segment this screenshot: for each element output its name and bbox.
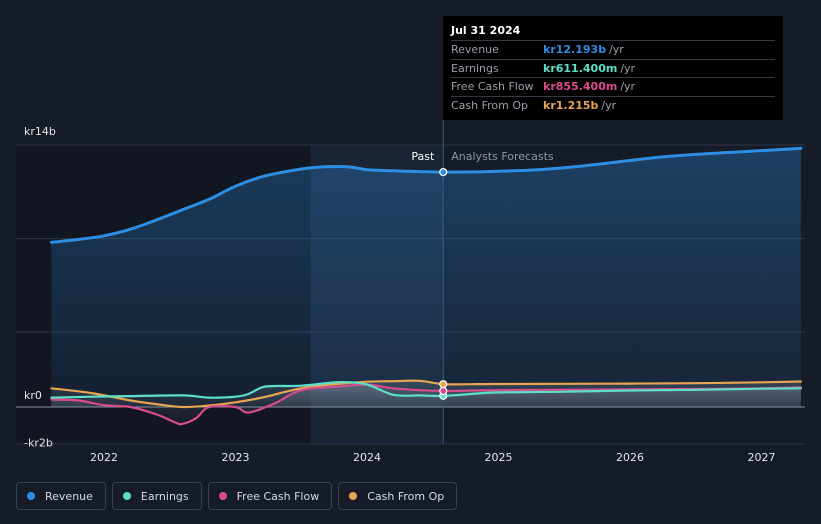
tooltip-value: kr855.400m [543,80,618,93]
legend-dot-icon [122,492,131,500]
tooltip-value: kr611.400m [543,61,618,75]
x-tick-label: 2026 [616,451,644,464]
x-tick-label: 2022 [90,451,118,464]
legend-label: Earnings [140,489,189,503]
legend-label: Cash From Op [367,489,445,503]
marker-free-cash-flow [439,386,448,396]
x-tick-label: 2024 [353,451,381,464]
legend-dot-icon [218,492,227,500]
series-line-free-cash-flow [50,383,802,426]
series-line-earnings [50,380,802,399]
tooltip-unit: /yr [620,61,636,75]
x-tick-label: 2025 [485,451,513,464]
tooltip-row-free-cash-flow: Free Cash Flow kr855.400m /yr [451,77,775,96]
area-revenue [51,148,801,407]
tooltip-unit: /yr [601,98,617,112]
legend-item-free-cash-flow[interactable]: Free Cash Flow [207,482,333,510]
tooltip-label: Revenue [451,43,499,56]
tooltip-label: Cash From Op [451,98,529,112]
legend-label: Free Cash Flow [236,489,320,503]
y-tick-label: kr0 [24,389,42,402]
y-tick-label: -kr2b [24,436,53,449]
tooltip-row-earnings: Earnings kr611.400m /yr [451,58,775,78]
marker-revenue [439,168,448,177]
legend-dot-icon [27,492,35,500]
legend-item-earnings[interactable]: Earnings [111,482,202,510]
forecast-label: Analysts Forecasts [451,150,554,163]
tooltip-row-cash-from-op: Cash From Op kr1.215b /yr [451,95,775,115]
series-line-cash-from-op [50,379,802,409]
area-cash-from-op [51,380,801,408]
x-tick-label: 2027 [748,451,776,464]
past-label: Past [411,150,435,163]
x-tick-label: 2023 [222,451,250,464]
tooltip-date: Jul 31 2024 [451,24,521,37]
tooltip-unit: /yr [609,43,624,56]
tooltip-label: Free Cash Flow [451,80,534,93]
chart-legend: Revenue Earnings Free Cash Flow Cash Fro… [16,482,458,510]
y-tick-label: kr14b [24,125,56,138]
tooltip-row-revenue: Revenue kr12.193b /yr [451,40,775,59]
series-line-revenue [49,146,803,244]
marker-cash-from-op [439,380,448,389]
legend-item-cash-from-op[interactable]: Cash From Op [338,482,458,510]
legend-dot-icon [349,492,358,500]
tooltip-value: kr12.193b [543,43,607,56]
tooltip-unit: /yr [620,80,636,93]
legend-item-revenue[interactable]: Revenue [16,482,106,510]
chart-tooltip: Jul 31 2024 Revenue kr12.193b /yr Earnin… [443,16,783,120]
tooltip-value: kr1.215b [543,98,599,112]
tooltip-label: Earnings [451,61,499,75]
legend-label: Revenue [45,489,93,503]
